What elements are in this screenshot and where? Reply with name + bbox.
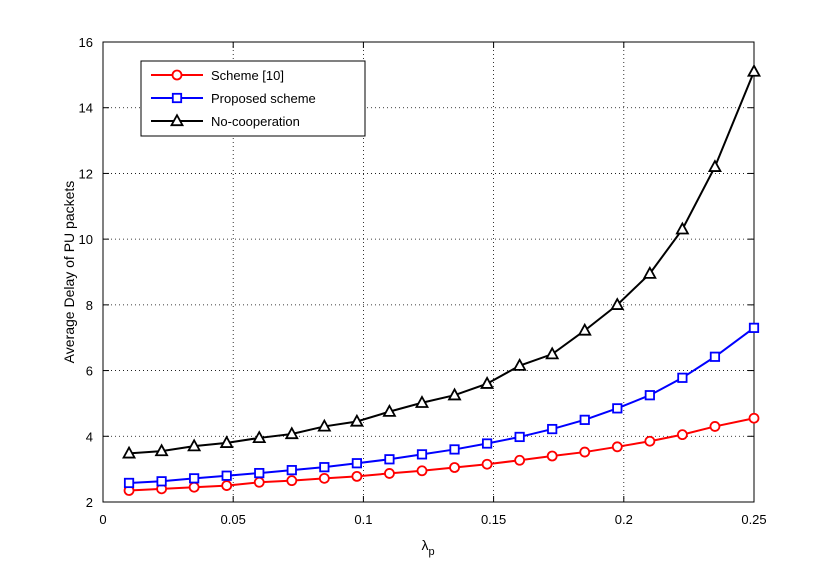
data-point-triangle bbox=[187, 438, 202, 452]
series-square bbox=[123, 322, 760, 489]
data-point-triangle bbox=[746, 63, 762, 77]
data-point-triangle bbox=[317, 418, 332, 432]
series-line bbox=[128, 327, 755, 484]
data-point-triangle bbox=[122, 445, 137, 459]
data-point-square bbox=[189, 473, 200, 484]
series-circle bbox=[123, 412, 760, 496]
y-axis-label: Average Delay of PU packets bbox=[61, 181, 77, 364]
data-point-triangle bbox=[284, 426, 299, 440]
data-point-triangle bbox=[642, 265, 657, 279]
data-point-circle bbox=[384, 468, 395, 479]
data-point-circle bbox=[416, 465, 428, 477]
data-point-circle bbox=[481, 458, 493, 470]
data-point-circle bbox=[514, 454, 526, 466]
data-point-square bbox=[449, 444, 460, 455]
data-point-square bbox=[748, 322, 760, 333]
legend: Scheme [10] Proposed scheme No-cooperation bbox=[140, 60, 366, 137]
data-point-square bbox=[547, 423, 558, 435]
ticks: 0 0.05 0.1 0.15 0.2 0.25 2 4 6 8 10 12 14 16 bbox=[79, 35, 767, 527]
data-point-triangle bbox=[545, 346, 560, 360]
data-point-circle bbox=[546, 450, 558, 462]
x-tick-label: 0.25 bbox=[741, 512, 766, 527]
data-point-circle bbox=[449, 462, 460, 473]
data-point-triangle bbox=[577, 322, 592, 336]
data-point-circle bbox=[748, 412, 760, 424]
y-tick-label: 14 bbox=[79, 101, 93, 116]
data-point-circle bbox=[579, 446, 591, 458]
data-point-triangle bbox=[382, 403, 397, 417]
y-tick-label: 6 bbox=[86, 364, 93, 379]
data-point-triangle bbox=[252, 430, 267, 444]
x-tick-label: 0.2 bbox=[615, 512, 633, 527]
data-point-square bbox=[416, 449, 428, 460]
series-triangle bbox=[122, 63, 762, 459]
data-point-circle bbox=[253, 476, 265, 488]
data-point-circle bbox=[351, 470, 363, 482]
x-axis-label: λp bbox=[421, 537, 434, 558]
data-point-square bbox=[709, 351, 721, 362]
data-point-square bbox=[384, 454, 395, 465]
series-line bbox=[128, 71, 755, 455]
data-point-circle bbox=[188, 481, 200, 493]
series-line bbox=[128, 417, 755, 492]
data-point-circle bbox=[644, 435, 656, 447]
plot-frame bbox=[102, 41, 755, 503]
data-point-square bbox=[286, 465, 297, 476]
data-point-square bbox=[171, 92, 183, 104]
data-point-triangle bbox=[447, 387, 462, 401]
data-point-square bbox=[319, 462, 330, 473]
x-axis-label-main: λ bbox=[421, 537, 428, 553]
data-point-triangle bbox=[219, 435, 234, 448]
data-point-circle bbox=[171, 69, 183, 81]
x-tick-label: 0.15 bbox=[481, 512, 506, 527]
data-point-circle bbox=[611, 441, 623, 453]
x-tick-label: 0 bbox=[99, 512, 106, 527]
series-group bbox=[122, 63, 762, 496]
data-point-square bbox=[351, 458, 362, 469]
data-point-triangle bbox=[169, 113, 185, 127]
legend-label: No-cooperation bbox=[211, 114, 300, 129]
data-point-square bbox=[514, 431, 525, 443]
y-tick-label: 2 bbox=[86, 495, 93, 510]
data-point-square bbox=[221, 470, 232, 481]
data-point-circle bbox=[709, 421, 721, 432]
y-tick-label: 16 bbox=[79, 35, 93, 50]
x-tick-label: 0.05 bbox=[221, 512, 246, 527]
data-point-circle bbox=[318, 472, 330, 484]
y-tick-label: 12 bbox=[79, 166, 93, 181]
data-point-square bbox=[612, 403, 623, 414]
y-tick-label: 8 bbox=[86, 298, 93, 313]
x-tick-label: 0.1 bbox=[354, 512, 372, 527]
data-point-square bbox=[579, 414, 590, 425]
data-point-square bbox=[156, 476, 167, 487]
data-point-triangle bbox=[512, 357, 527, 371]
y-tick-label: 10 bbox=[79, 232, 93, 247]
data-point-triangle bbox=[480, 376, 495, 389]
data-point-triangle bbox=[154, 443, 169, 457]
data-point-circle bbox=[286, 475, 298, 487]
data-point-triangle bbox=[349, 413, 364, 427]
y-tick-label: 4 bbox=[86, 429, 93, 444]
data-point-square bbox=[481, 438, 493, 449]
data-point-square bbox=[644, 390, 655, 401]
data-point-triangle bbox=[610, 297, 625, 310]
legend-label: Proposed scheme bbox=[211, 91, 316, 106]
data-point-triangle bbox=[675, 221, 690, 235]
data-point-square bbox=[677, 372, 688, 383]
data-point-square bbox=[123, 477, 135, 489]
x-axis-label-sub: p bbox=[428, 546, 434, 558]
data-point-circle bbox=[221, 480, 233, 491]
data-point-triangle bbox=[414, 395, 430, 408]
data-point-circle bbox=[676, 429, 688, 441]
data-point-square bbox=[254, 467, 265, 479]
data-point-triangle bbox=[707, 159, 722, 172]
legend-label: Scheme [10] bbox=[211, 68, 284, 83]
